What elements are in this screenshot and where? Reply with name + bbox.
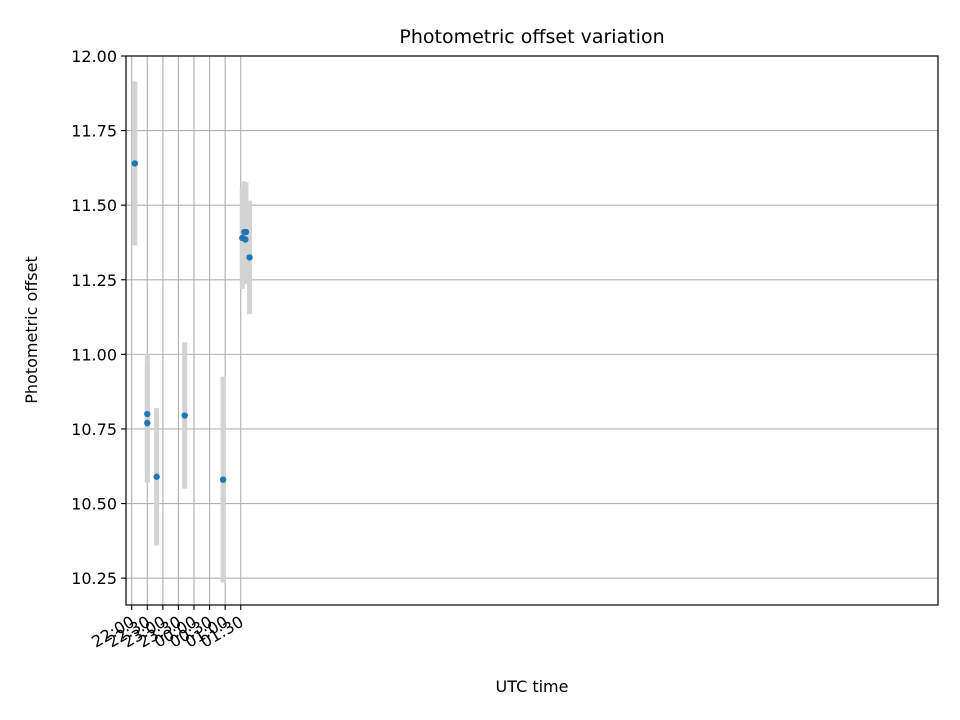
y-tick-label: 10.75 <box>71 420 117 439</box>
y-tick-label: 10.25 <box>71 569 117 588</box>
plot-frame <box>125 55 939 606</box>
error-bars <box>132 81 253 583</box>
y-tick-label: 11.50 <box>71 196 117 215</box>
x-axis-title: UTC time <box>496 677 569 696</box>
data-point <box>246 254 253 261</box>
data-point <box>242 228 250 236</box>
y-tick-label: 12.00 <box>71 47 117 66</box>
data-point <box>153 473 160 480</box>
data-point <box>144 410 151 418</box>
data-point <box>181 412 188 419</box>
y-tick-label: 11.25 <box>71 271 117 290</box>
data-point <box>131 160 139 167</box>
y-tick-label: 11.75 <box>71 122 117 141</box>
chart-title: Photometric offset variation <box>399 26 664 48</box>
grid <box>126 55 938 605</box>
data-point <box>144 419 151 427</box>
axis-ticks: 22:0022:3023:0023:3000:0000:3001:0001:30… <box>71 47 247 652</box>
data-points <box>131 160 253 483</box>
y-tick-label: 11.00 <box>71 345 117 364</box>
y-tick-label: 10.50 <box>71 495 117 514</box>
data-point <box>242 236 249 243</box>
y-axis-title: Photometric offset <box>22 256 41 404</box>
data-point <box>219 476 227 483</box>
